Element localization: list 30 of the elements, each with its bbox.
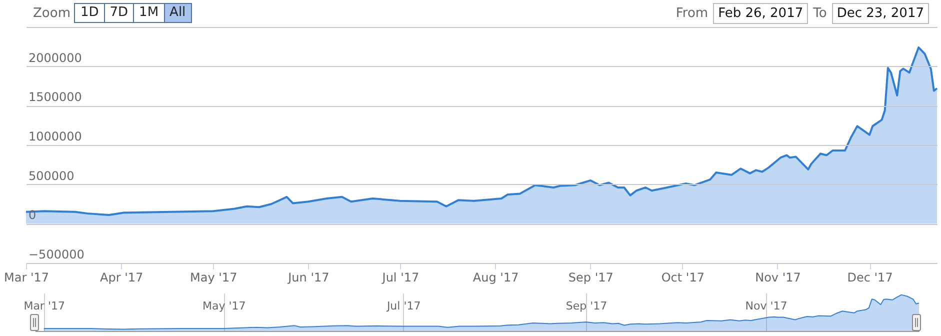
x-tick-label: May '17 [190, 270, 238, 284]
x-tick-label: Mar '17 [24, 300, 65, 312]
range-label: From [676, 6, 708, 21]
zoom-button: 7D [104, 3, 134, 23]
zoom-button: All [164, 3, 192, 23]
zoom-button: 1D [74, 3, 105, 23]
x-tick-label: Jul '17 [386, 300, 421, 312]
date-field: Feb 26, 2017 [713, 3, 808, 24]
y-tick-label: −500000 [28, 248, 84, 262]
x-tick-label: Jun '17 [287, 270, 330, 284]
zoom-button: 1M [133, 3, 165, 23]
date-field: Dec 23, 2017 [832, 3, 929, 24]
y-tick-label: 1000000 [28, 130, 82, 144]
x-tick-label: Sep '17 [568, 270, 614, 284]
x-tick-label: Sep '17 [566, 300, 608, 312]
zoom-label: Zoom [33, 6, 70, 20]
x-tick-label: Nov '17 [745, 300, 788, 312]
x-tick-label: Oct '17 [661, 270, 704, 284]
x-tick-label: Dec '17 [847, 270, 893, 284]
x-tick-label: May '17 [202, 300, 246, 312]
x-tick-label: Mar '17 [4, 270, 50, 284]
x-tick-label: Nov '17 [755, 270, 801, 284]
y-tick-label: 1500000 [28, 90, 82, 104]
y-tick-label: 500000 [28, 168, 74, 183]
y-tick-label: 0 [28, 208, 36, 222]
y-tick-label: 2000000 [28, 50, 82, 65]
x-tick-label: Jul '17 [381, 270, 420, 284]
x-tick-label: Apr '17 [100, 270, 144, 284]
x-tick-label: Aug '17 [472, 270, 519, 284]
range-label: To [813, 6, 827, 21]
